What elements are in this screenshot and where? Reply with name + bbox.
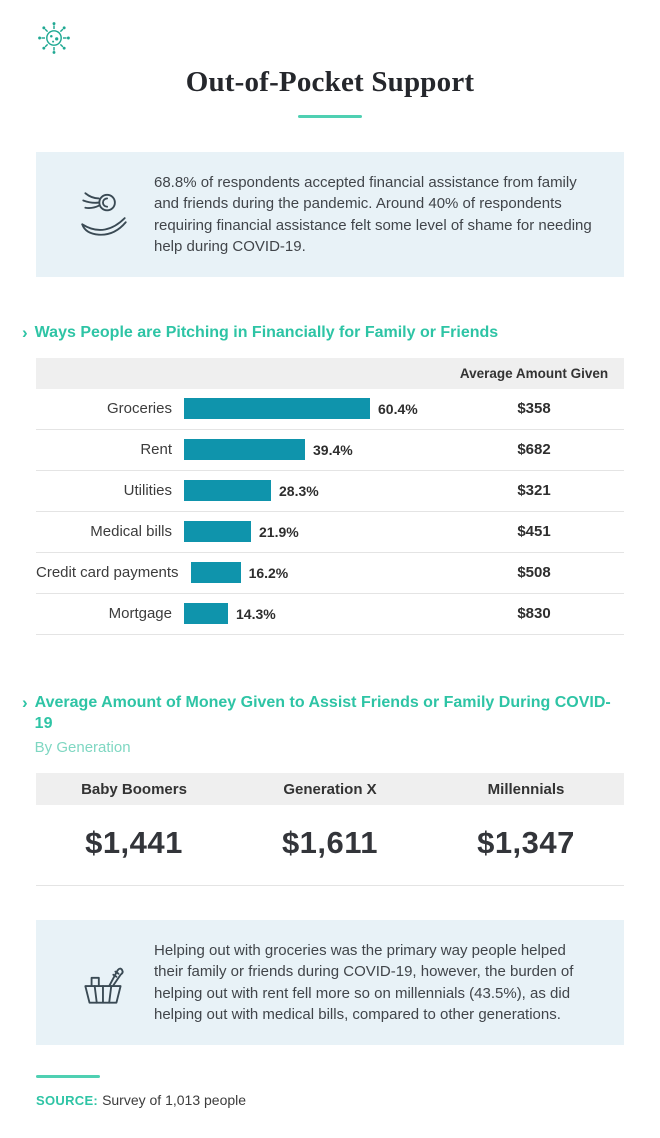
hand-coin-icon	[54, 186, 154, 244]
generation-column-label: Baby Boomers	[81, 780, 187, 798]
generation-table-values: $1,441 $1,611 $1,347	[36, 805, 624, 887]
bar	[184, 521, 251, 543]
page-title: Out-of-Pocket Support	[185, 66, 475, 98]
bar-label: Mortgage	[108, 605, 172, 623]
bar-row: Groceries 60.4% $358	[36, 389, 624, 430]
source-text: Survey of 1,013 people	[102, 1092, 247, 1109]
bar-row: Medical bills 21.9% $451	[36, 512, 624, 553]
generation-column-label: Millennials	[487, 780, 565, 798]
generation-value: $1,441	[85, 825, 183, 861]
source-label: SOURCE:	[36, 1093, 99, 1109]
bar-amount: $321	[517, 482, 551, 500]
bar-label: Credit card payments	[36, 564, 179, 582]
generation-section-heading: › Average Amount of Money Given to Assis…	[22, 693, 624, 757]
bar	[184, 398, 370, 420]
generation-column-label: Generation X	[283, 780, 377, 798]
bar-amount: $358	[517, 400, 551, 418]
chevron-icon: ›	[22, 323, 28, 343]
summary-box: Helping out with groceries was the prima…	[36, 920, 624, 1046]
generation-value: $1,611	[281, 825, 379, 861]
summary-box-text: Helping out with groceries was the prima…	[154, 942, 574, 1023]
bar-percent: 60.4%	[378, 400, 418, 417]
bar-row: Utilities 28.3% $321	[36, 471, 624, 512]
virus-icon	[36, 20, 624, 56]
grocery-basket-icon	[54, 954, 154, 1012]
bar-label: Utilities	[123, 482, 172, 500]
title-divider	[298, 115, 362, 118]
bar-amount: $508	[517, 564, 551, 582]
amount-column-header: Average Amount Given	[459, 365, 609, 381]
bar-label: Groceries	[106, 400, 172, 418]
bar-amount: $451	[517, 523, 551, 541]
bar-row: Mortgage 14.3% $830	[36, 594, 624, 635]
bar-percent: 14.3%	[236, 605, 276, 622]
generation-value: $1,347	[477, 825, 575, 861]
generation-table-header: Baby Boomers Generation X Millennials	[36, 773, 624, 806]
bar	[184, 480, 271, 502]
generation-section-subtitle: By Generation	[34, 738, 131, 756]
bar-row: Credit card payments 16.2% $508	[36, 553, 624, 594]
bar-row: Rent 39.4% $682	[36, 430, 624, 471]
bar	[184, 603, 228, 625]
intro-box: 68.8% of respondents accepted financial …	[36, 152, 624, 278]
source-divider	[36, 1075, 100, 1079]
chevron-icon: ›	[22, 692, 28, 712]
bar-label: Medical bills	[90, 523, 172, 541]
bar-percent: 28.3%	[279, 482, 319, 499]
bar-percent: 21.9%	[259, 523, 299, 540]
bar-label: Rent	[140, 441, 172, 459]
bar-chart: Groceries 60.4% $358 Rent 39.4% $682 Uti…	[36, 389, 624, 635]
bar-section-heading-text: Ways People are Pitching in Financially …	[34, 324, 499, 342]
bar-section-heading: › Ways People are Pitching in Financiall…	[22, 323, 624, 344]
bar-percent: 39.4%	[313, 441, 353, 458]
bar-percent: 16.2%	[248, 564, 289, 581]
bar	[184, 439, 305, 461]
bar-amount: $682	[517, 441, 551, 459]
intro-box-text: 68.8% of respondents accepted financial …	[154, 174, 592, 255]
bar	[190, 562, 241, 584]
source-line: SOURCE: Survey of 1,013 people	[36, 1092, 624, 1108]
bar-amount: $830	[517, 605, 551, 623]
bar-table-header: Average Amount Given	[36, 357, 624, 389]
generation-section-heading-text: Average Amount of Money Given to Assist …	[34, 693, 611, 732]
